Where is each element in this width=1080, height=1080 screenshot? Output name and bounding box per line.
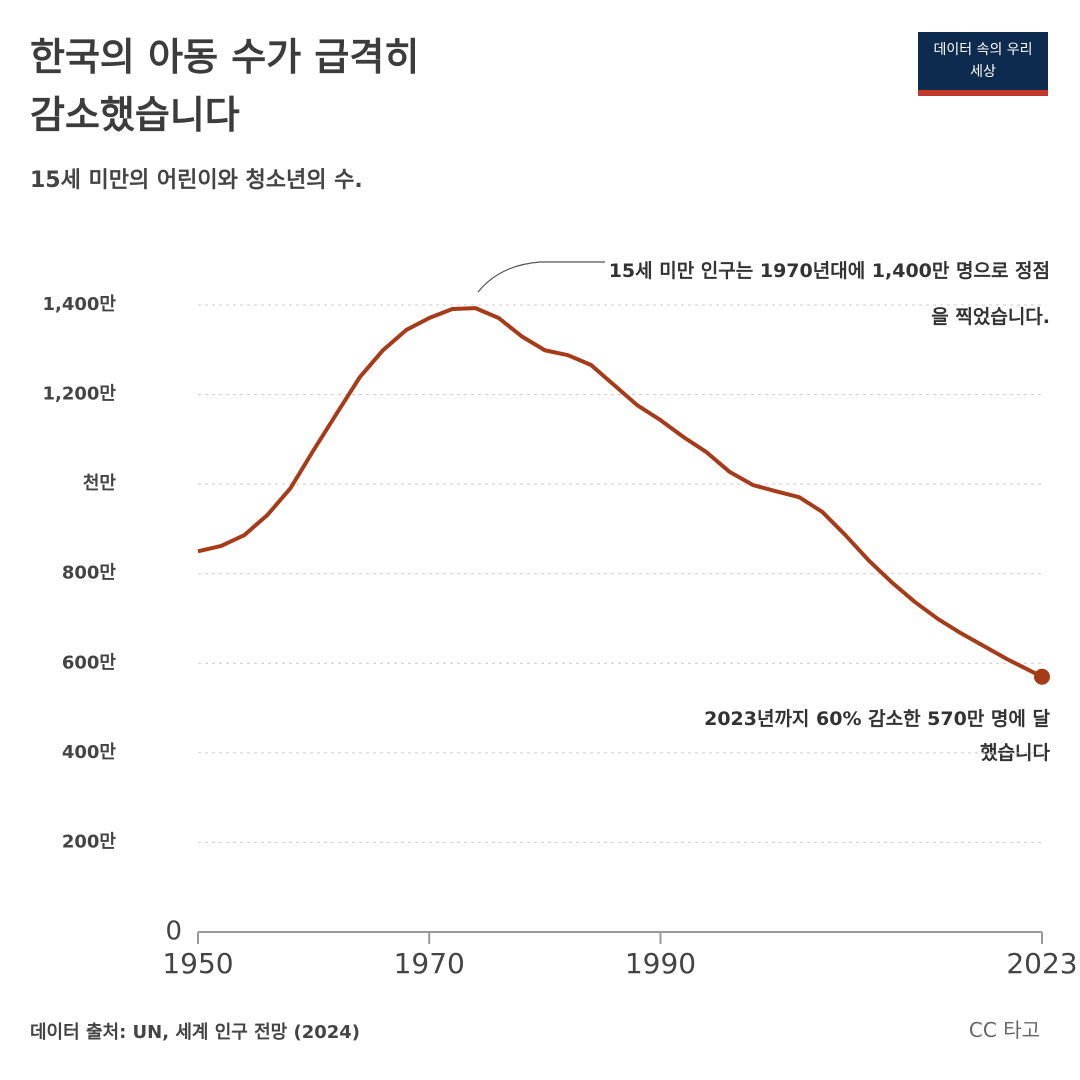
annotation: 2023년까지 60% 감소한 570만 명에 달했습니다 (704, 708, 1050, 764)
license: CC 타고 (968, 1018, 1040, 1042)
data-line (197, 306, 1043, 679)
source: 데이터 출처: UN, 세계 인구 전망 (2024) (30, 1022, 361, 1043)
chart-subtitle: 15세 미만의 어린이와 청소년의 수. (30, 168, 363, 193)
logo: 데이터 속의 우리 세상 (918, 32, 1048, 96)
x-tick-label: 1990 (625, 947, 696, 980)
x-tick-label: 1970 (394, 947, 465, 980)
y-tick-label: 800만 (62, 563, 117, 584)
x-tick-label: 2023 (1006, 947, 1077, 980)
y-tick-label: 0 (165, 917, 182, 947)
y-tick-label: 1,200만 (43, 384, 117, 405)
end-point (1034, 668, 1050, 685)
y-tick-label: 200만 (62, 831, 117, 852)
x-tick-label: 1950 (162, 947, 233, 980)
annotation: 15세 미만 인구는 1970년대에 1,400만 명으로 정점을 찍었습니다. (608, 260, 1050, 328)
annotation-leader (477, 261, 605, 293)
chart-title: 한국의 아동 수가 급격히 감소했습니다 (30, 35, 420, 137)
y-tick-label: 천만 (83, 473, 117, 494)
y-tick-label: 600만 (62, 652, 117, 673)
y-tick-label: 1,400만 (43, 294, 117, 315)
y-tick-label: 400만 (62, 742, 117, 763)
